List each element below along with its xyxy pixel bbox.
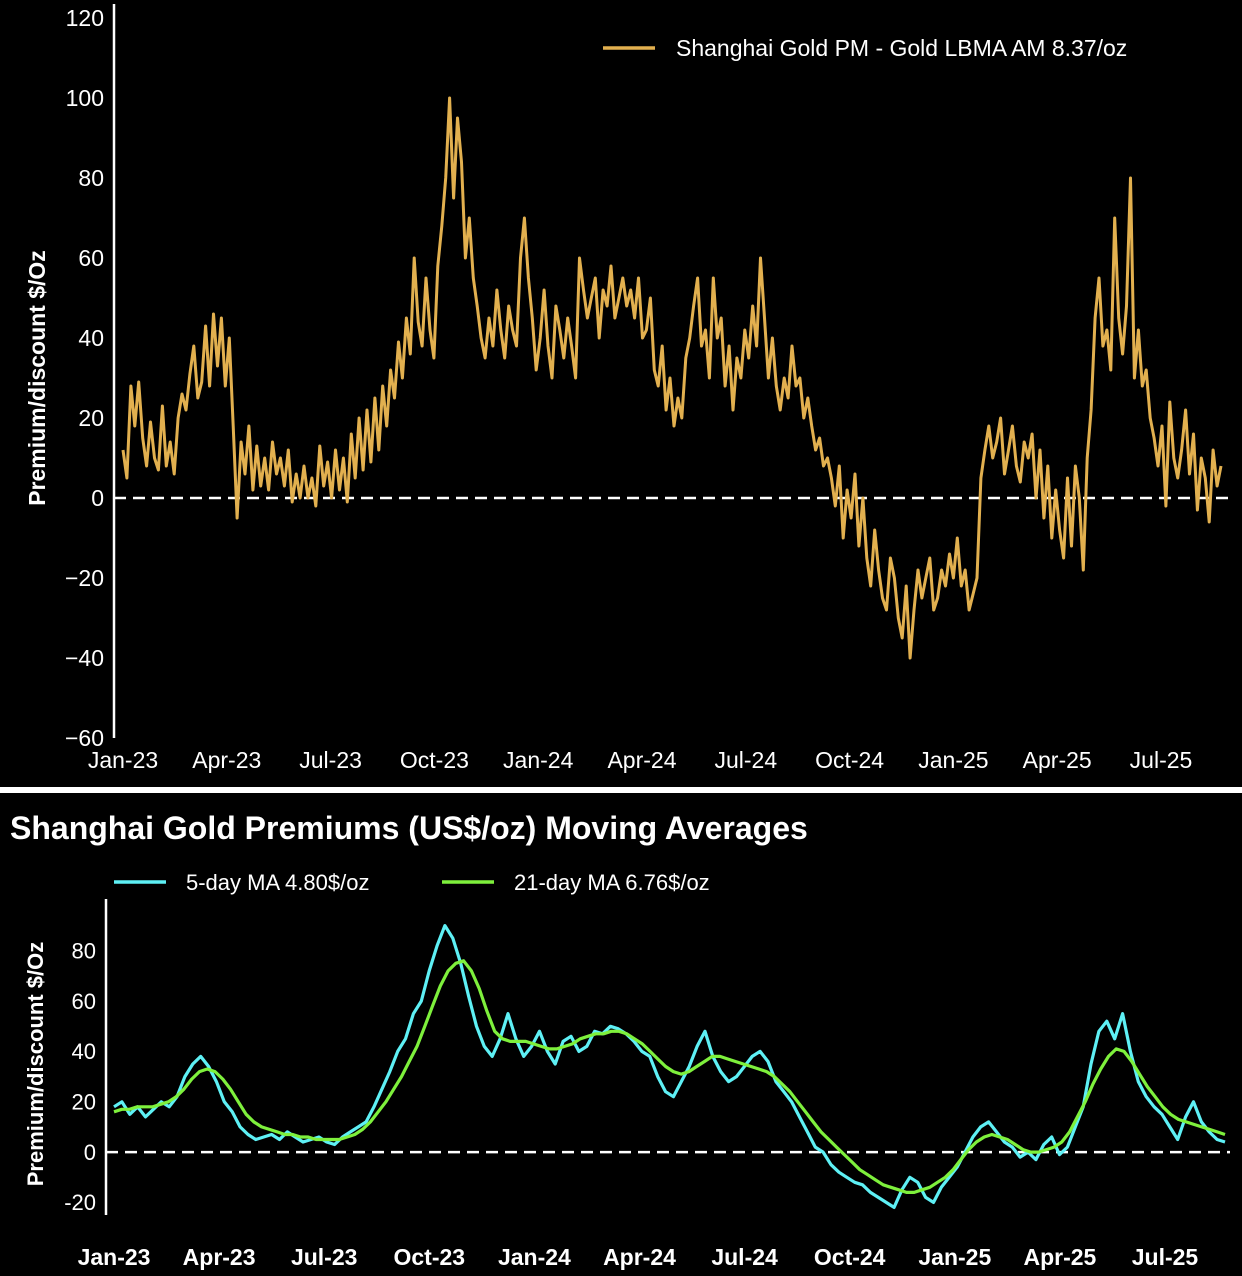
- moving-average-chart-panel: Shanghai Gold Premiums (US$/oz) Moving A…: [0, 793, 1242, 1276]
- x-tick-label: Apr-24: [603, 1244, 676, 1270]
- y-axis-label: Premium/discount $/Oz: [24, 250, 50, 506]
- y-tick-label: 80: [78, 165, 104, 191]
- series-line-1: [113, 924, 1226, 1209]
- y-tick-label: 80: [72, 938, 96, 963]
- y-tick-label: 60: [78, 245, 104, 271]
- y-tick-label: 60: [72, 989, 96, 1014]
- chart-title: Shanghai Gold Premiums (US$/oz) Moving A…: [10, 810, 808, 846]
- x-tick-label: Oct-24: [815, 747, 884, 773]
- y-tick-label: 20: [78, 405, 104, 431]
- y-tick-label: 20: [72, 1089, 96, 1114]
- x-tick-label: Jan-25: [918, 747, 988, 773]
- x-tick-label: Jul-25: [1130, 747, 1193, 773]
- legend-label: 5-day MA 4.80$/oz: [186, 870, 369, 895]
- x-tick-label: Apr-25: [1023, 1244, 1096, 1270]
- y-tick-label: 40: [78, 325, 104, 351]
- x-tick-label: Jan-24: [503, 747, 574, 773]
- panel-divider: [0, 787, 1242, 793]
- x-tick-label: Jul-23: [299, 747, 362, 773]
- series-line-1: [121, 96, 1223, 660]
- y-tick-label: 0: [84, 1140, 96, 1165]
- x-tick-label: Apr-24: [607, 747, 676, 773]
- x-tick-label: Jul-23: [291, 1244, 357, 1270]
- y-tick-label: 40: [72, 1039, 96, 1064]
- legend-label: Shanghai Gold PM - Gold LBMA AM 8.37/oz: [676, 35, 1127, 61]
- legend-label: 21-day MA 6.76$/oz: [514, 870, 710, 895]
- x-tick-label: Jul-25: [1132, 1244, 1199, 1270]
- premium-chart-panel: 120 100 80 60 40 20 0 −20 −40 −60 Jan-23 Apr-23 Jul-…: [24, 4, 1230, 773]
- x-tick-label: Oct-24: [814, 1244, 886, 1270]
- x-tick-label: Oct-23: [394, 1244, 466, 1270]
- x-tick-label: Jul-24: [714, 747, 777, 773]
- x-tick-label: Jan-24: [498, 1244, 571, 1270]
- x-tick-label: Jan-23: [78, 1244, 151, 1270]
- series-line-2: [113, 959, 1226, 1194]
- x-tick-label: Jul-24: [711, 1244, 778, 1270]
- x-tick-label: Apr-23: [192, 747, 261, 773]
- y-tick-label: −40: [65, 645, 104, 671]
- y-tick-label: -20: [64, 1190, 96, 1215]
- x-tick-label: Apr-23: [183, 1244, 256, 1270]
- y-tick-label: 120: [66, 5, 104, 31]
- y-tick-label: 100: [66, 85, 104, 111]
- x-tick-label: Jan-25: [918, 1244, 991, 1270]
- moving-average-chart: Shanghai Gold Premiums (US$/oz) Moving A…: [10, 810, 1230, 1270]
- x-tick-label: Jan-23: [88, 747, 158, 773]
- y-tick-label: 0: [91, 485, 104, 511]
- y-tick-label: −20: [65, 565, 104, 591]
- x-tick-label: Oct-23: [400, 747, 469, 773]
- y-tick-label: −60: [65, 725, 104, 751]
- y-axis-label: Premium/discount $/Oz: [23, 942, 48, 1187]
- x-tick-label: Apr-25: [1023, 747, 1092, 773]
